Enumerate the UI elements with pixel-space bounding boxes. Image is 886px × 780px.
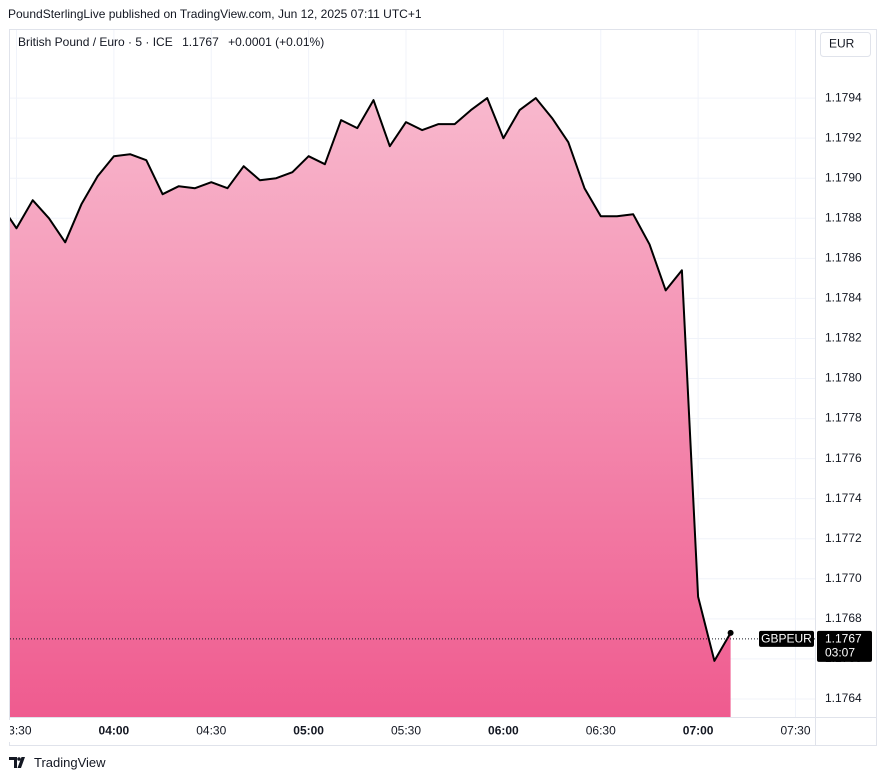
y-tick-label: 1.1784 <box>825 291 862 305</box>
x-tick-label: 06:00 <box>488 724 519 738</box>
symbol-tag-text: GBPEUR <box>761 632 812 646</box>
x-tick-label: 06:30 <box>586 724 616 738</box>
y-tick-label: 1.1764 <box>825 691 862 705</box>
footer-brand: TradingView <box>34 755 106 770</box>
publisher: PoundSterlingLive published on TradingVi… <box>8 7 422 21</box>
x-tick-label: 04:30 <box>196 724 226 738</box>
price-tag <box>817 630 872 662</box>
x-tick-label: 05:00 <box>293 724 324 738</box>
y-tick-label: 1.1788 <box>825 210 862 224</box>
price-change: +0.0001 (+0.01%) <box>228 35 325 49</box>
currency-box[interactable] <box>820 32 871 57</box>
area-fill <box>10 98 731 717</box>
symbol-title: British Pound / Euro · 5 · ICE <box>18 35 173 49</box>
countdown-text: 03:07 <box>825 646 855 660</box>
last-point <box>727 629 734 636</box>
y-tick-label: 1.1794 <box>825 90 862 104</box>
price-tag-text: 1.1767 <box>825 632 862 646</box>
y-tick-label: 1.1776 <box>825 451 862 465</box>
x-tick-label: 07:30 <box>781 724 811 738</box>
y-tick-label: 1.1792 <box>825 130 862 144</box>
y-tick-label: 1.1774 <box>825 491 862 505</box>
label-mask <box>0 720 10 742</box>
currency[interactable]: EUR <box>829 37 855 51</box>
y-tick-label: 1.1780 <box>825 371 862 385</box>
y-tick-label: 1.1770 <box>825 571 862 585</box>
x-tick-label: 05:30 <box>391 724 421 738</box>
symbol-legend: British Pound / Euro · 5 · ICE 1.1767 +0… <box>18 35 324 49</box>
symbol-tag <box>759 630 814 647</box>
y-tick-label: 1.1768 <box>825 611 862 625</box>
x-tick-label: 07:00 <box>683 724 714 738</box>
footer-logo <box>9 757 25 768</box>
y-tick-label: 1.1782 <box>825 331 862 345</box>
x-tick-label: 04:00 <box>99 724 130 738</box>
price-line <box>10 97 732 662</box>
y-tick-label: 1.1772 <box>825 531 862 545</box>
chart-frame <box>9 29 877 746</box>
y-tick-label: 1.1786 <box>825 251 862 265</box>
last-price: 1.1767 <box>182 35 219 49</box>
y-tick-label: 1.1790 <box>825 170 862 184</box>
y-tick-label: 1.1778 <box>825 411 862 425</box>
